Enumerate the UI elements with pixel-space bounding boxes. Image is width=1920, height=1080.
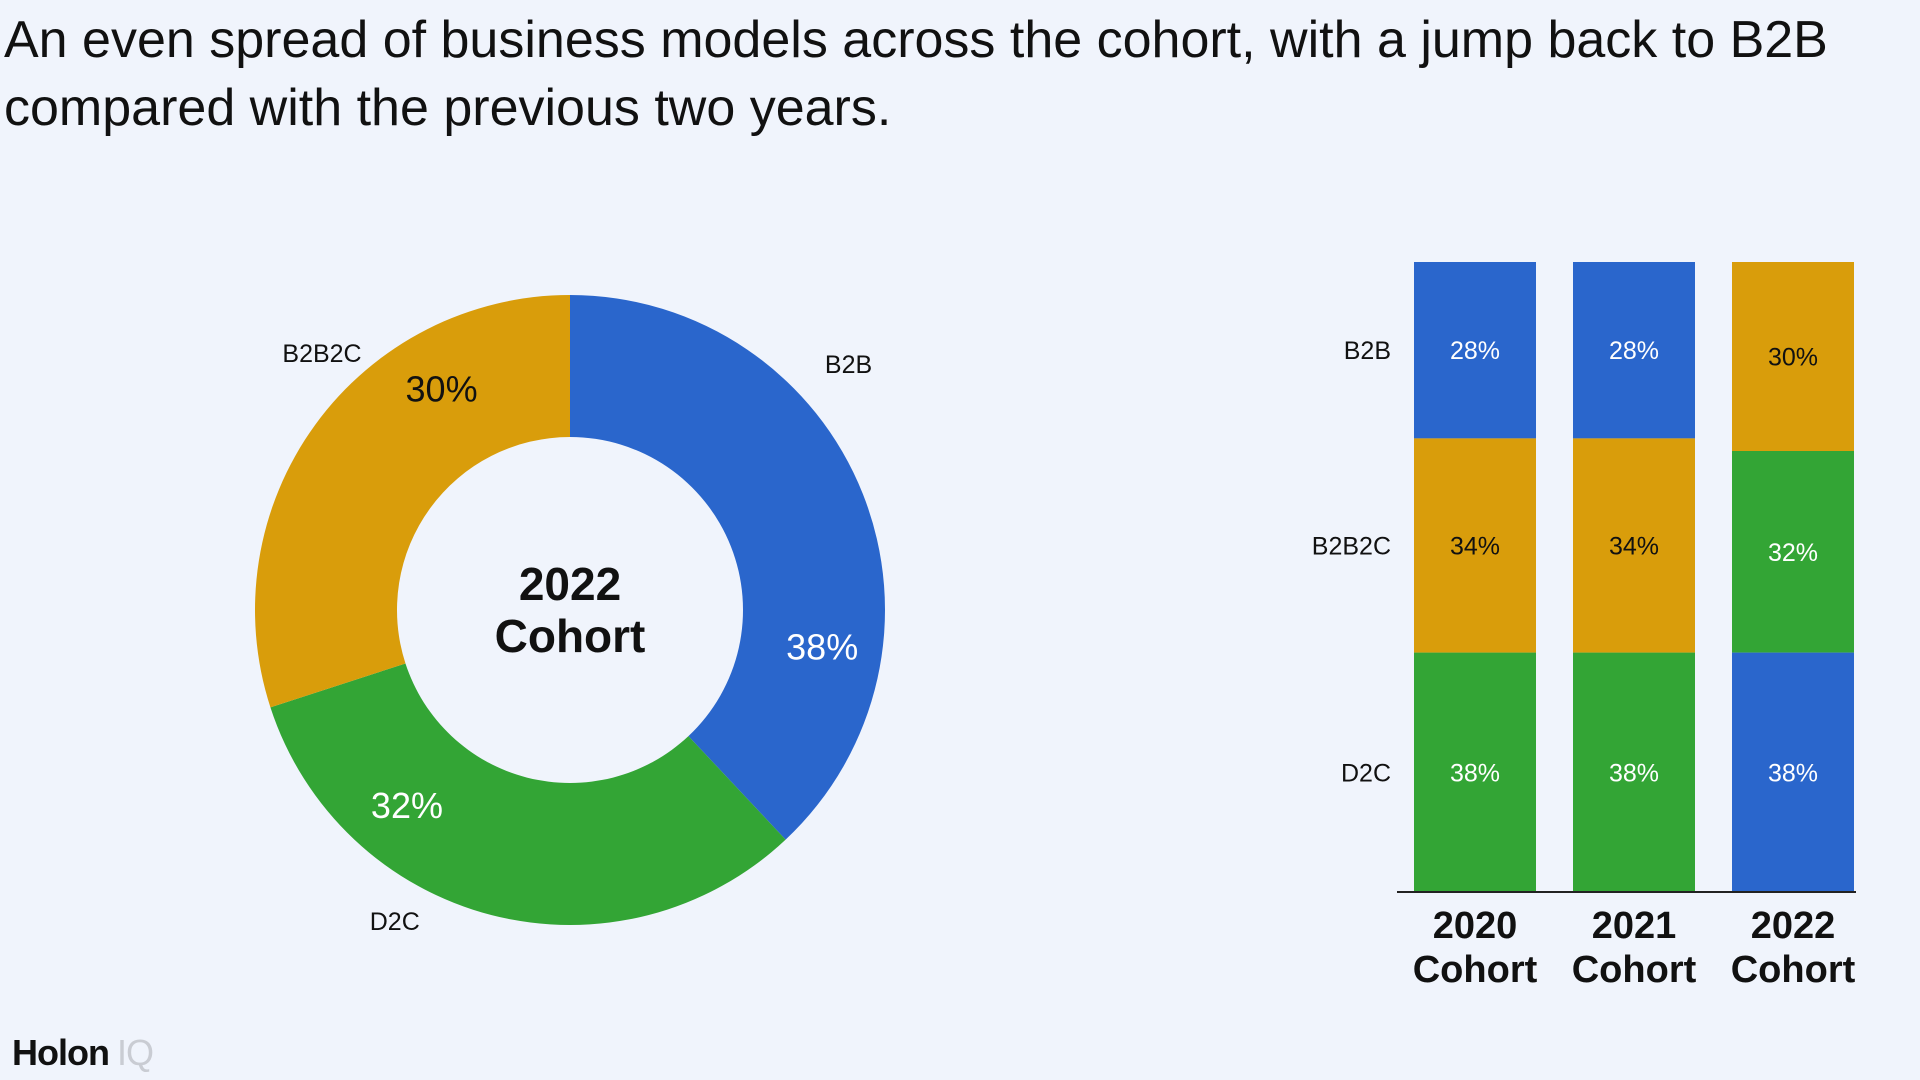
bar-segment-b2b	[1414, 262, 1536, 439]
bar-value-label: 28%	[1450, 337, 1500, 365]
donut-value-label-b2b: 38%	[786, 627, 858, 668]
bar-category-label: 2022	[1751, 905, 1836, 947]
bar-value-label: 32%	[1768, 539, 1818, 567]
bar-category-label: 2020	[1433, 905, 1518, 947]
donut-value-label-d2c: 32%	[371, 785, 443, 826]
donut-category-label-b2b: B2B	[825, 351, 872, 379]
bar-category-label: Cohort	[1731, 949, 1856, 991]
bar-segment-d2c	[1414, 652, 1536, 892]
bar-segment-b2b2c	[1414, 438, 1536, 653]
donut-slice-b2b	[570, 295, 885, 840]
bar-segment-b2b	[1573, 262, 1695, 439]
bar-value-label: 30%	[1768, 344, 1818, 372]
chart-title: An even spread of business models across…	[4, 11, 1828, 137]
bar-value-label: 28%	[1609, 337, 1659, 365]
donut-slice-d2c	[270, 663, 786, 925]
brand-suffix: IQ	[116, 1032, 154, 1073]
bar-segment-d2c	[1732, 451, 1854, 653]
bar-value-label: 34%	[1450, 533, 1500, 561]
bar-segment-b2b2c	[1573, 438, 1695, 653]
bar-value-label: 34%	[1609, 533, 1659, 561]
brand-name: Holon	[12, 1032, 110, 1073]
donut-value-label-b2b2c: 30%	[406, 369, 478, 410]
donut-center-label-line: Cohort	[495, 610, 646, 662]
bar-category-label: Cohort	[1413, 949, 1538, 991]
donut-category-label-d2c: D2C	[370, 908, 420, 936]
bar-category-label: Cohort	[1572, 949, 1697, 991]
bar-segment-b2b2c	[1732, 262, 1854, 451]
bar-row-label: B2B2C	[1312, 533, 1391, 561]
bar-segment-b2b	[1732, 652, 1854, 892]
bar-category-label: 2021	[1592, 905, 1677, 947]
bar-row-label: B2B	[1344, 337, 1391, 365]
donut-category-label-b2b2c: B2B2C	[282, 340, 361, 368]
bar-row-label: D2C	[1341, 759, 1391, 787]
bar-value-label: 38%	[1450, 759, 1500, 787]
bar-segment-d2c	[1573, 652, 1695, 892]
donut-center-label-line: 2022	[519, 558, 621, 610]
donut-slice-b2b2c	[254, 295, 570, 708]
brand-logo: Holon IQ	[12, 1032, 154, 1074]
bar-value-label: 38%	[1609, 759, 1659, 787]
bar-value-label: 38%	[1768, 759, 1818, 787]
stacked-bar-chart: 28%34%38%2020Cohort28%34%38%2021Cohort30…	[1312, 262, 1856, 991]
